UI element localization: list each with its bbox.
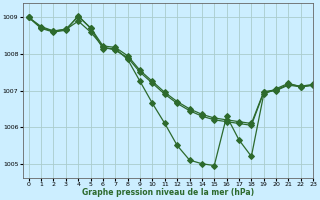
X-axis label: Graphe pression niveau de la mer (hPa): Graphe pression niveau de la mer (hPa) [82, 188, 254, 197]
